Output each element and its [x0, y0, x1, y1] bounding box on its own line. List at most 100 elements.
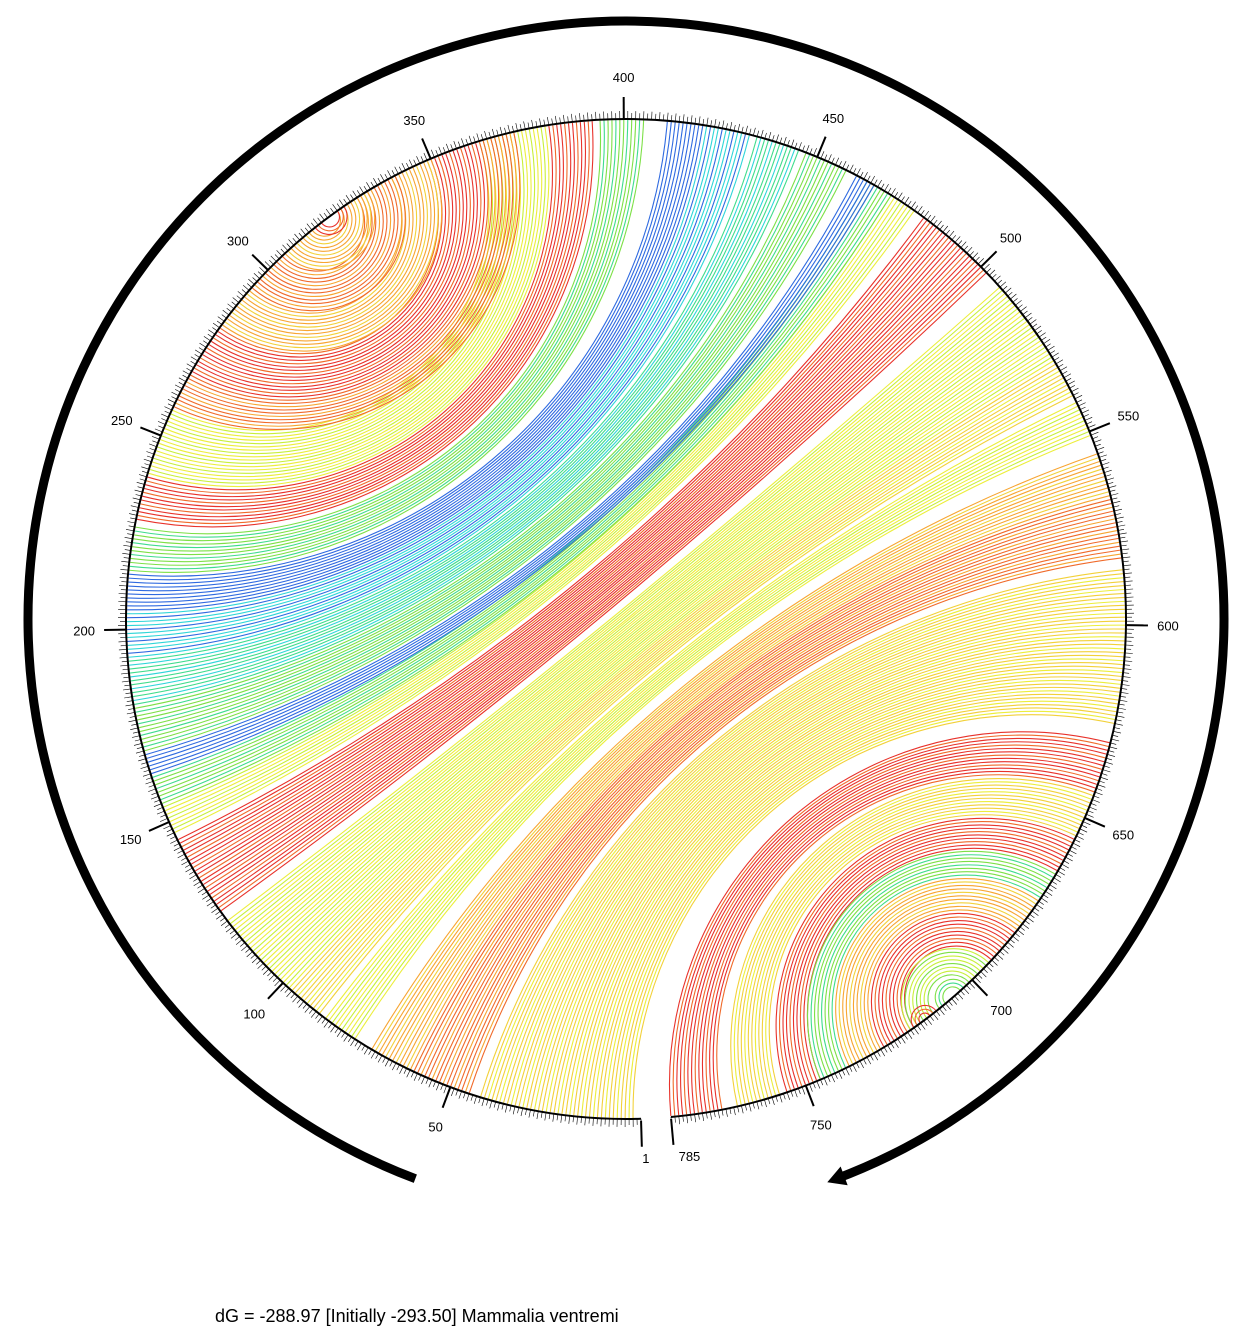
base-pair-arc [870, 912, 1015, 1047]
base-pair-arc [604, 690, 1120, 1118]
base-pair-arc [174, 132, 521, 431]
base-pair-arc [395, 479, 1106, 1063]
base-pair-arc [165, 197, 895, 812]
base-pair-arc [253, 317, 1025, 952]
base-pair-arc [480, 569, 1123, 1097]
base-pair-arc [200, 148, 471, 385]
base-pair-arc [845, 888, 1032, 1061]
base-pair-arc [533, 624, 1125, 1110]
base-pair-arc [680, 741, 1107, 1115]
base-pair-arc [461, 549, 1121, 1091]
base-pair-arc [239, 170, 418, 328]
base-pair-arc [149, 127, 546, 484]
base-pair-arc [313, 388, 1069, 1009]
base-pair-arc [807, 850, 1056, 1079]
base-pair-arc [709, 767, 1097, 1111]
outer-direction-arrow [23, 16, 1229, 1186]
base-pair-arc [577, 665, 1123, 1116]
base-pair-arc [297, 370, 1060, 996]
base-pair-arc [904, 951, 986, 1028]
base-pair-arc [446, 533, 1118, 1085]
base-pair-arc [285, 191, 376, 271]
base-pair-arc [280, 350, 1048, 980]
major-tick-150 [148, 821, 170, 832]
base-pair-arc [174, 211, 915, 833]
base-pair-arc [705, 764, 1099, 1111]
base-pair-arc [775, 817, 1075, 1092]
base-pair-arc [557, 647, 1125, 1114]
start-tick [640, 1120, 643, 1147]
base-pair-arc [312, 211, 341, 237]
base-pair-arc [190, 141, 489, 401]
base-pair-arc [608, 693, 1119, 1118]
base-pair-arc [265, 185, 388, 294]
base-pair-arc [814, 857, 1052, 1076]
base-pair-arc [137, 157, 818, 721]
base-pair-arc [923, 970, 972, 1016]
major-tick-500 [980, 250, 998, 268]
base-pair-arc [276, 193, 373, 279]
base-pair-arc [299, 202, 357, 252]
base-pair-arc [129, 138, 762, 666]
base-pair-arc [716, 774, 1095, 1109]
base-pair-arc [789, 831, 1067, 1087]
base-pair-arc [938, 982, 964, 1006]
base-pair-arc [860, 902, 1022, 1053]
base-pair-arc [127, 130, 727, 635]
base-pair-arc [147, 179, 864, 763]
base-pair-arc [173, 208, 911, 830]
base-pair-arc [292, 363, 1056, 991]
base-pair-arc [628, 710, 1115, 1118]
base-pair-arc [215, 157, 447, 361]
base-pair-arc [442, 530, 1118, 1084]
base-pair-arc [289, 360, 1054, 988]
base-pair-arc [874, 916, 1013, 1045]
base-pair-arc [737, 784, 1091, 1104]
base-pair-arc [229, 164, 432, 342]
base-pair-arc [206, 152, 461, 375]
base-pair-arc [143, 169, 843, 748]
base-pair-arc [230, 290, 1003, 924]
major-tick-750 [804, 1085, 815, 1107]
base-pair-arc [914, 1008, 933, 1025]
base-pair-arc [208, 153, 457, 372]
base-pair-arc [747, 794, 1086, 1101]
major-tick-100 [267, 982, 284, 1000]
base-pair-arc [712, 770, 1096, 1110]
base-pair-arc [138, 159, 822, 725]
base-pair-arc [518, 608, 1125, 1107]
base-pair-arc [761, 807, 1080, 1097]
base-pair-arc [522, 612, 1125, 1108]
base-pair-arc [139, 162, 829, 733]
base-pair-arc [545, 636, 1125, 1112]
base-pair-arc [754, 801, 1083, 1099]
base-pair-arc [297, 200, 361, 256]
base-pair-arc [428, 514, 1115, 1078]
start-label: 1 [642, 1151, 649, 1166]
base-pair-arc [164, 136, 507, 448]
tick-label-650: 650 [1112, 828, 1134, 843]
base-pair-arc [163, 135, 511, 451]
base-pair-arc [138, 121, 586, 521]
base-pair-arc [616, 700, 1118, 1118]
base-pair-arc [178, 217, 924, 841]
base-pair-arc [146, 125, 557, 494]
base-pair-arc [687, 747, 1105, 1114]
base-pair-arc [216, 267, 981, 905]
base-pair-arc [319, 395, 1073, 1014]
base-pair-arc [245, 308, 1018, 943]
base-pair-arc [530, 620, 1126, 1109]
base-pair-arc [181, 222, 931, 848]
base-pair-arc [271, 189, 381, 287]
base-pair-arc [182, 137, 503, 414]
base-pair-arc [209, 258, 973, 895]
base-pair-arc [205, 253, 967, 889]
tick-label-700: 700 [990, 1003, 1012, 1018]
base-pair-arc [134, 150, 799, 705]
base-pair-arc [250, 314, 1023, 949]
base-pair-arc [181, 136, 507, 417]
base-pair-arc [150, 127, 543, 481]
base-pair-arc [487, 577, 1124, 1099]
base-pair-arc [856, 898, 1025, 1055]
base-pair-arcs [126, 119, 1126, 1119]
